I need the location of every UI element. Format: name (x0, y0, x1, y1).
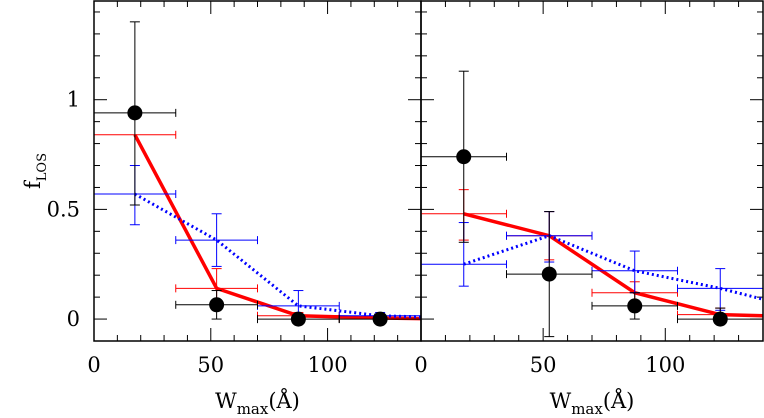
x-axis-label: Wmax(Å) (550, 388, 635, 418)
data-point (627, 298, 643, 314)
y-tick-label: 0.5 (47, 197, 80, 221)
line (463, 212, 763, 318)
panel-frame (420, 0, 764, 342)
y-label-main: f (21, 179, 45, 189)
data-point (712, 311, 728, 327)
x-label-main: W (550, 389, 572, 413)
data-point (456, 149, 472, 165)
x-tick-label: 0 (87, 353, 100, 377)
x-tick-label: 100 (645, 353, 685, 377)
data-point (541, 266, 557, 282)
x-tick-label: 0 (414, 353, 427, 377)
y-label-sub: LOS (35, 153, 50, 181)
data-point (372, 311, 388, 327)
x-label-sub: max (237, 400, 269, 418)
y-tick-label: 0 (67, 307, 80, 331)
x-tick-label: 100 (308, 353, 348, 377)
data-point (127, 105, 143, 121)
x-label-unit: (Å) (268, 388, 300, 413)
data-point (290, 311, 306, 327)
plot-area (94, 21, 421, 327)
line (133, 133, 421, 321)
x-label-sub: max (571, 400, 603, 418)
plot-area (421, 70, 763, 338)
x-tick-label: 50 (197, 353, 224, 377)
data-point (209, 297, 225, 313)
line (463, 234, 763, 301)
panel: 0 50 100 0 0.5 1 Wmax(Å) fLOS (21, 0, 422, 418)
x-label-main: W (215, 389, 237, 413)
y-axis-label: fLOS (21, 153, 50, 189)
x-axis-label: Wmax(Å) (215, 388, 300, 418)
y-tick-label: 1 (67, 88, 80, 112)
panel: 0 50 100 Wmax(Å) (414, 0, 764, 418)
x-tick-label: 50 (530, 353, 557, 377)
x-label-unit: (Å) (603, 388, 635, 413)
